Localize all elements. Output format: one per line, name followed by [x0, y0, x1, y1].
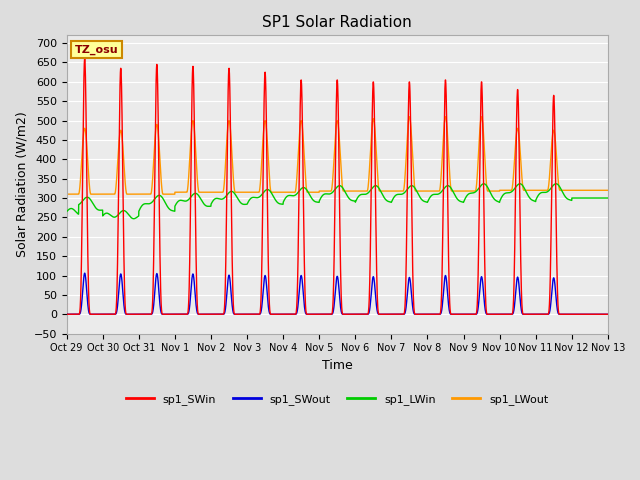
sp1_LWin	[317, 195, 325, 201]
sp1_LWout	[63, 191, 70, 197]
Line: sp1_SWin: sp1_SWin	[67, 59, 608, 314]
Title: SP1 Solar Radiation: SP1 Solar Radiation	[262, 15, 412, 30]
sp1_SWout	[81, 270, 88, 276]
sp1_SWin	[604, 312, 612, 317]
sp1_LWout	[477, 114, 485, 120]
sp1_SWin	[604, 312, 611, 317]
sp1_LWout	[604, 187, 612, 193]
sp1_SWin	[160, 312, 168, 317]
sp1_LWout	[458, 188, 466, 194]
sp1_LWin	[604, 195, 611, 201]
sp1_SWin	[459, 312, 467, 317]
Line: sp1_SWout: sp1_SWout	[67, 273, 608, 314]
sp1_SWout	[317, 312, 325, 317]
Text: TZ_osu: TZ_osu	[75, 44, 118, 55]
Line: sp1_LWin: sp1_LWin	[67, 184, 608, 219]
sp1_SWout	[604, 312, 612, 317]
sp1_LWout	[317, 188, 324, 194]
sp1_SWin	[63, 312, 70, 317]
sp1_SWin	[429, 312, 436, 317]
sp1_SWout	[490, 312, 497, 317]
sp1_SWin	[317, 312, 325, 317]
sp1_LWin	[160, 197, 168, 203]
sp1_SWout	[63, 312, 70, 317]
sp1_LWin	[459, 199, 467, 205]
sp1_LWout	[160, 191, 168, 197]
sp1_SWin	[490, 312, 497, 317]
Legend: sp1_SWin, sp1_SWout, sp1_LWin, sp1_LWout: sp1_SWin, sp1_SWout, sp1_LWin, sp1_LWout	[122, 390, 553, 409]
sp1_SWout	[459, 312, 467, 317]
Line: sp1_LWout: sp1_LWout	[67, 117, 608, 194]
sp1_SWin	[81, 56, 88, 61]
sp1_LWin	[429, 192, 436, 198]
sp1_SWout	[160, 312, 168, 317]
sp1_LWin	[490, 195, 497, 201]
X-axis label: Time: Time	[322, 359, 353, 372]
Y-axis label: Solar Radiation (W/m2): Solar Radiation (W/m2)	[15, 112, 28, 257]
sp1_LWout	[604, 187, 611, 193]
sp1_SWout	[604, 312, 611, 317]
sp1_LWin	[552, 181, 560, 187]
sp1_SWout	[429, 312, 436, 317]
sp1_LWout	[490, 188, 497, 194]
sp1_LWin	[63, 209, 70, 215]
sp1_LWin	[130, 216, 138, 222]
sp1_LWin	[604, 195, 612, 201]
sp1_LWout	[429, 188, 436, 194]
